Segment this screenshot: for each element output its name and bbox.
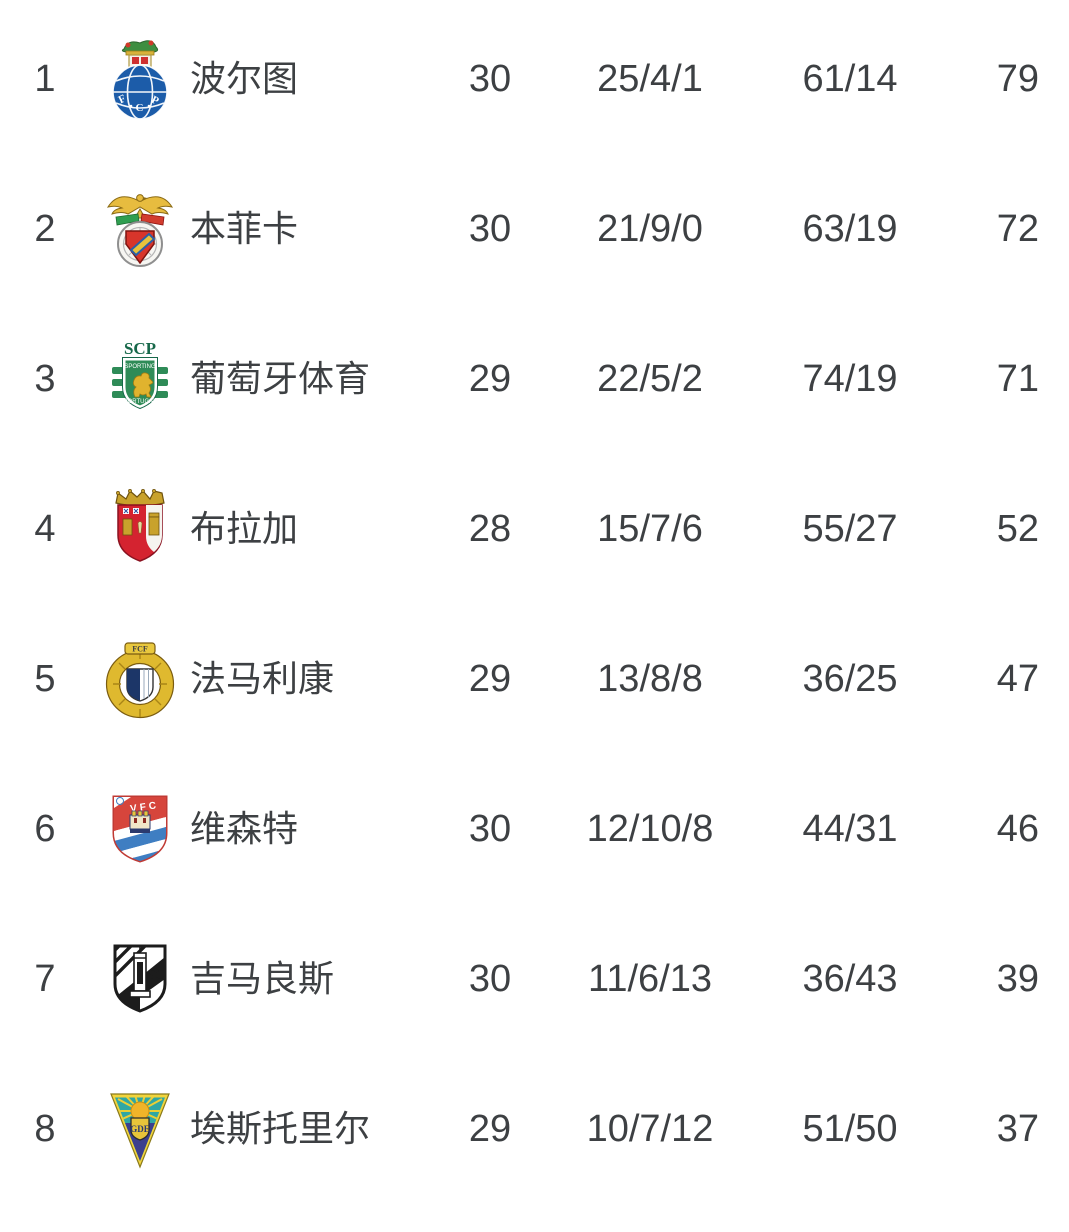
- win-draw-loss: 11/6/13: [588, 958, 712, 1000]
- porto-badge-icon: F C P: [90, 37, 190, 121]
- points: 71: [996, 358, 1039, 400]
- sporting-cp-badge-icon: SCP SPORTING PORTUGAL: [90, 337, 190, 421]
- rank-number: 3: [34, 358, 56, 400]
- points: 72: [996, 208, 1039, 250]
- benfica-badge-icon: [90, 187, 190, 271]
- table-row[interactable]: 1 F C P: [0, 4, 1069, 154]
- svg-text:FCF: FCF: [132, 645, 148, 654]
- goals-for-against: 61/14: [802, 58, 898, 100]
- goals-for-against: 36/43: [802, 958, 898, 1000]
- svg-text:VFC: VFC: [130, 800, 160, 815]
- win-draw-loss: 22/5/2: [597, 358, 703, 400]
- team-name: 波尔图: [190, 58, 299, 99]
- points: 47: [996, 658, 1039, 700]
- matches-played: 30: [468, 58, 512, 100]
- points: 52: [996, 508, 1039, 550]
- team-name: 本菲卡: [190, 208, 299, 249]
- team-name: 维森特: [190, 808, 299, 849]
- goals-for-against: 51/50: [802, 1108, 898, 1150]
- points: 79: [996, 58, 1039, 100]
- matches-played: 29: [468, 1108, 512, 1150]
- table-row[interactable]: 3 SCP SPORTING PORTUGAL 葡萄牙体育 29 22/5/2 …: [0, 304, 1069, 454]
- table-row[interactable]: 4 布拉加 28 15/7/6 55/27 52: [0, 454, 1069, 604]
- points: 37: [996, 1108, 1039, 1150]
- team-name: 葡萄牙体育: [190, 358, 371, 399]
- goals-for-against: 36/25: [802, 658, 898, 700]
- points: 46: [996, 808, 1039, 850]
- rank-number: 1: [34, 58, 56, 100]
- matches-played: 30: [468, 208, 512, 250]
- team-name: 埃斯托里尔: [190, 1108, 371, 1149]
- svg-text:PORTUGAL: PORTUGAL: [124, 399, 158, 405]
- goals-for-against: 63/19: [802, 208, 898, 250]
- svg-text:GDE: GDE: [130, 1124, 150, 1134]
- matches-played: 29: [468, 358, 512, 400]
- goals-for-against: 44/31: [802, 808, 898, 850]
- matches-played: 30: [468, 958, 512, 1000]
- svg-text:SC: SC: [148, 968, 165, 983]
- svg-text:P: P: [149, 94, 161, 108]
- svg-text:C: C: [136, 102, 144, 114]
- team-name: 布拉加: [190, 508, 299, 549]
- win-draw-loss: 15/7/6: [597, 508, 703, 550]
- team-name: 法马利康: [190, 658, 335, 699]
- goals-for-against: 74/19: [802, 358, 898, 400]
- table-row[interactable]: 8 GDE 埃斯托里尔 29 10/7/12 51/50 37: [0, 1054, 1069, 1204]
- rank-number: 7: [34, 958, 56, 1000]
- table-row[interactable]: 2 本菲卡 30 21/9/0 63/19 72: [0, 154, 1069, 304]
- matches-played: 29: [468, 658, 512, 700]
- gil-vicente-badge-icon: VFC: [90, 787, 190, 871]
- famalicao-badge-icon: FCF: [90, 637, 190, 721]
- goals-for-against: 55/27: [802, 508, 898, 550]
- table-row[interactable]: 6 VFC: [0, 754, 1069, 904]
- matches-played: 30: [468, 808, 512, 850]
- team-name: 吉马良斯: [190, 958, 335, 999]
- points: 39: [996, 958, 1039, 1000]
- table-row[interactable]: 7: [0, 904, 1069, 1054]
- braga-badge-icon: [90, 487, 190, 571]
- estoril-badge-icon: GDE: [90, 1087, 190, 1171]
- rank-number: 8: [34, 1108, 56, 1150]
- win-draw-loss: 13/8/8: [597, 658, 703, 700]
- table-row[interactable]: 5 FCF 法马利康 29 13/8/8 36/25 47: [0, 604, 1069, 754]
- vitoria-guimaraes-badge-icon: SC: [90, 937, 190, 1021]
- win-draw-loss: 25/4/1: [597, 58, 703, 100]
- rank-number: 6: [34, 808, 56, 850]
- league-standings-table: 1 F C P: [0, 4, 1069, 1204]
- rank-number: 5: [34, 658, 56, 700]
- rank-number: 4: [34, 508, 56, 550]
- svg-text:SCP: SCP: [124, 339, 156, 358]
- win-draw-loss: 12/10/8: [586, 808, 714, 850]
- rank-number: 2: [34, 208, 56, 250]
- svg-text:F: F: [117, 92, 129, 106]
- win-draw-loss: 21/9/0: [597, 208, 703, 250]
- win-draw-loss: 10/7/12: [586, 1108, 714, 1150]
- matches-played: 28: [468, 508, 512, 550]
- svg-text:SPORTING: SPORTING: [124, 364, 156, 370]
